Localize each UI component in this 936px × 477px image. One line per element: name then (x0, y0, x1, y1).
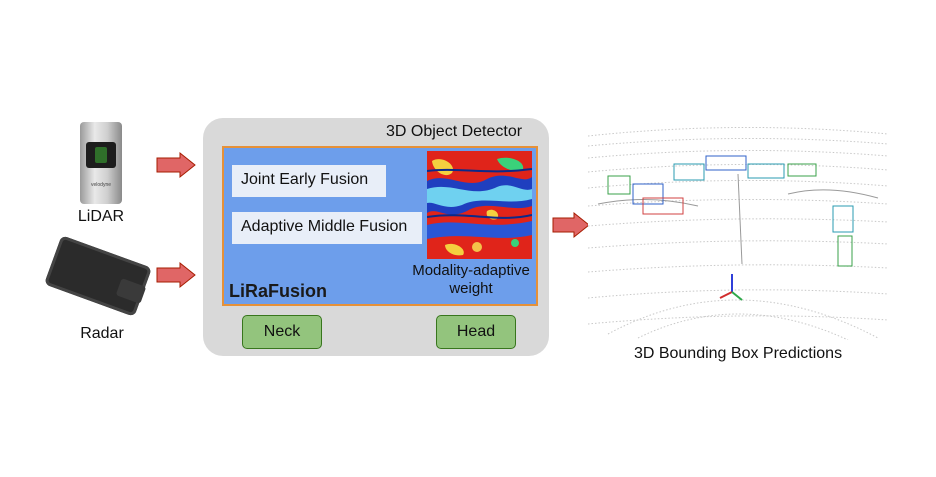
lidar-brand-text: velodyne (90, 182, 111, 188)
adaptive-middle-fusion-box: Adaptive Middle Fusion (232, 212, 422, 244)
weight-label-line1: Modality-adaptive (412, 262, 530, 279)
output-arrow-icon (552, 211, 590, 239)
neck-module: Neck (242, 315, 322, 349)
detector-title: 3D Object Detector (386, 123, 523, 140)
modality-adaptive-weight-label: Modality-adaptive weight (402, 262, 540, 298)
model-name: LiRaFusion (229, 281, 327, 301)
lidar-arrow-icon (156, 151, 196, 179)
output-label: 3D Bounding Box Predictions (633, 345, 843, 362)
lidar-lens (95, 147, 107, 163)
radar-arrow-icon (156, 261, 196, 289)
joint-early-fusion-box: Joint Early Fusion (232, 165, 386, 197)
head-module: Head (436, 315, 516, 349)
weight-label-line2: weight (449, 280, 493, 297)
weight-heatmap-image (427, 151, 532, 259)
radar-label: Radar (80, 325, 124, 342)
point-cloud-image (588, 114, 888, 340)
lidar-label: LiDAR (77, 208, 125, 225)
